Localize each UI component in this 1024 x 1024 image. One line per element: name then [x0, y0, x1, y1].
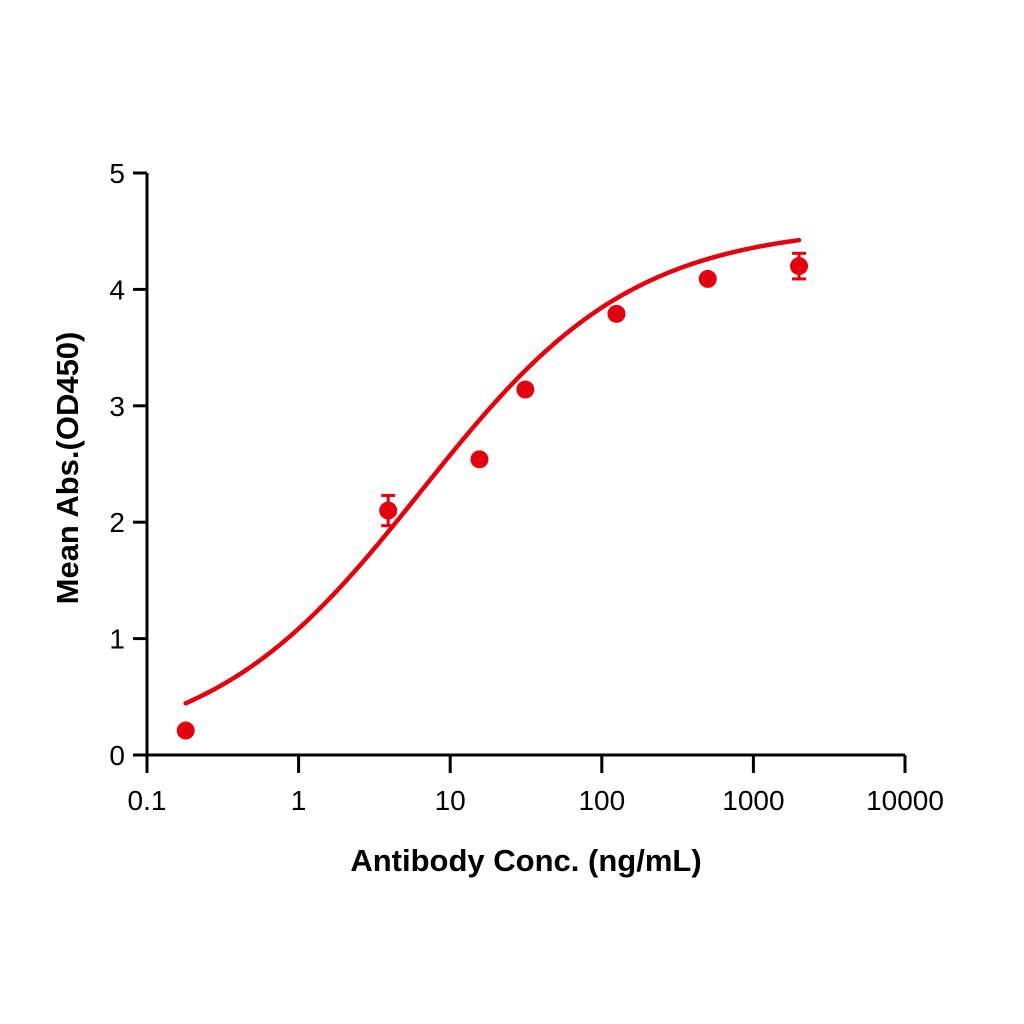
- data-point: [470, 450, 489, 469]
- data-point: [379, 493, 398, 528]
- x-axis-title: Antibody Conc. (ng/mL): [350, 843, 701, 878]
- data-point: [607, 304, 626, 323]
- y-axis: 0 1 2 3 4 5: [109, 158, 149, 773]
- x-tick-label: 10000: [866, 785, 944, 816]
- data-point: [176, 721, 195, 740]
- y-tick-label: 4: [109, 274, 125, 305]
- y-tick-label: 1: [109, 624, 125, 655]
- fit-curve: [183, 237, 802, 706]
- y-axis-title: Mean Abs.(OD450): [50, 332, 85, 605]
- x-tick-label: 10: [435, 785, 466, 816]
- y-tick-label: 0: [109, 740, 125, 771]
- x-tick-label: 0.1: [128, 785, 167, 816]
- y-tick-label: 3: [109, 391, 125, 422]
- x-tick-label: 1000: [722, 785, 784, 816]
- x-tick-label: 1: [291, 785, 307, 816]
- data-point: [790, 251, 809, 281]
- data-point: [698, 269, 717, 288]
- x-axis: 0.1 1 10 100 1000 10000: [128, 753, 944, 816]
- data-point: [516, 380, 535, 399]
- x-tick-label: 100: [578, 785, 625, 816]
- y-tick-label: 5: [109, 158, 125, 189]
- data-points: [176, 251, 809, 740]
- y-tick-label: 2: [109, 507, 125, 538]
